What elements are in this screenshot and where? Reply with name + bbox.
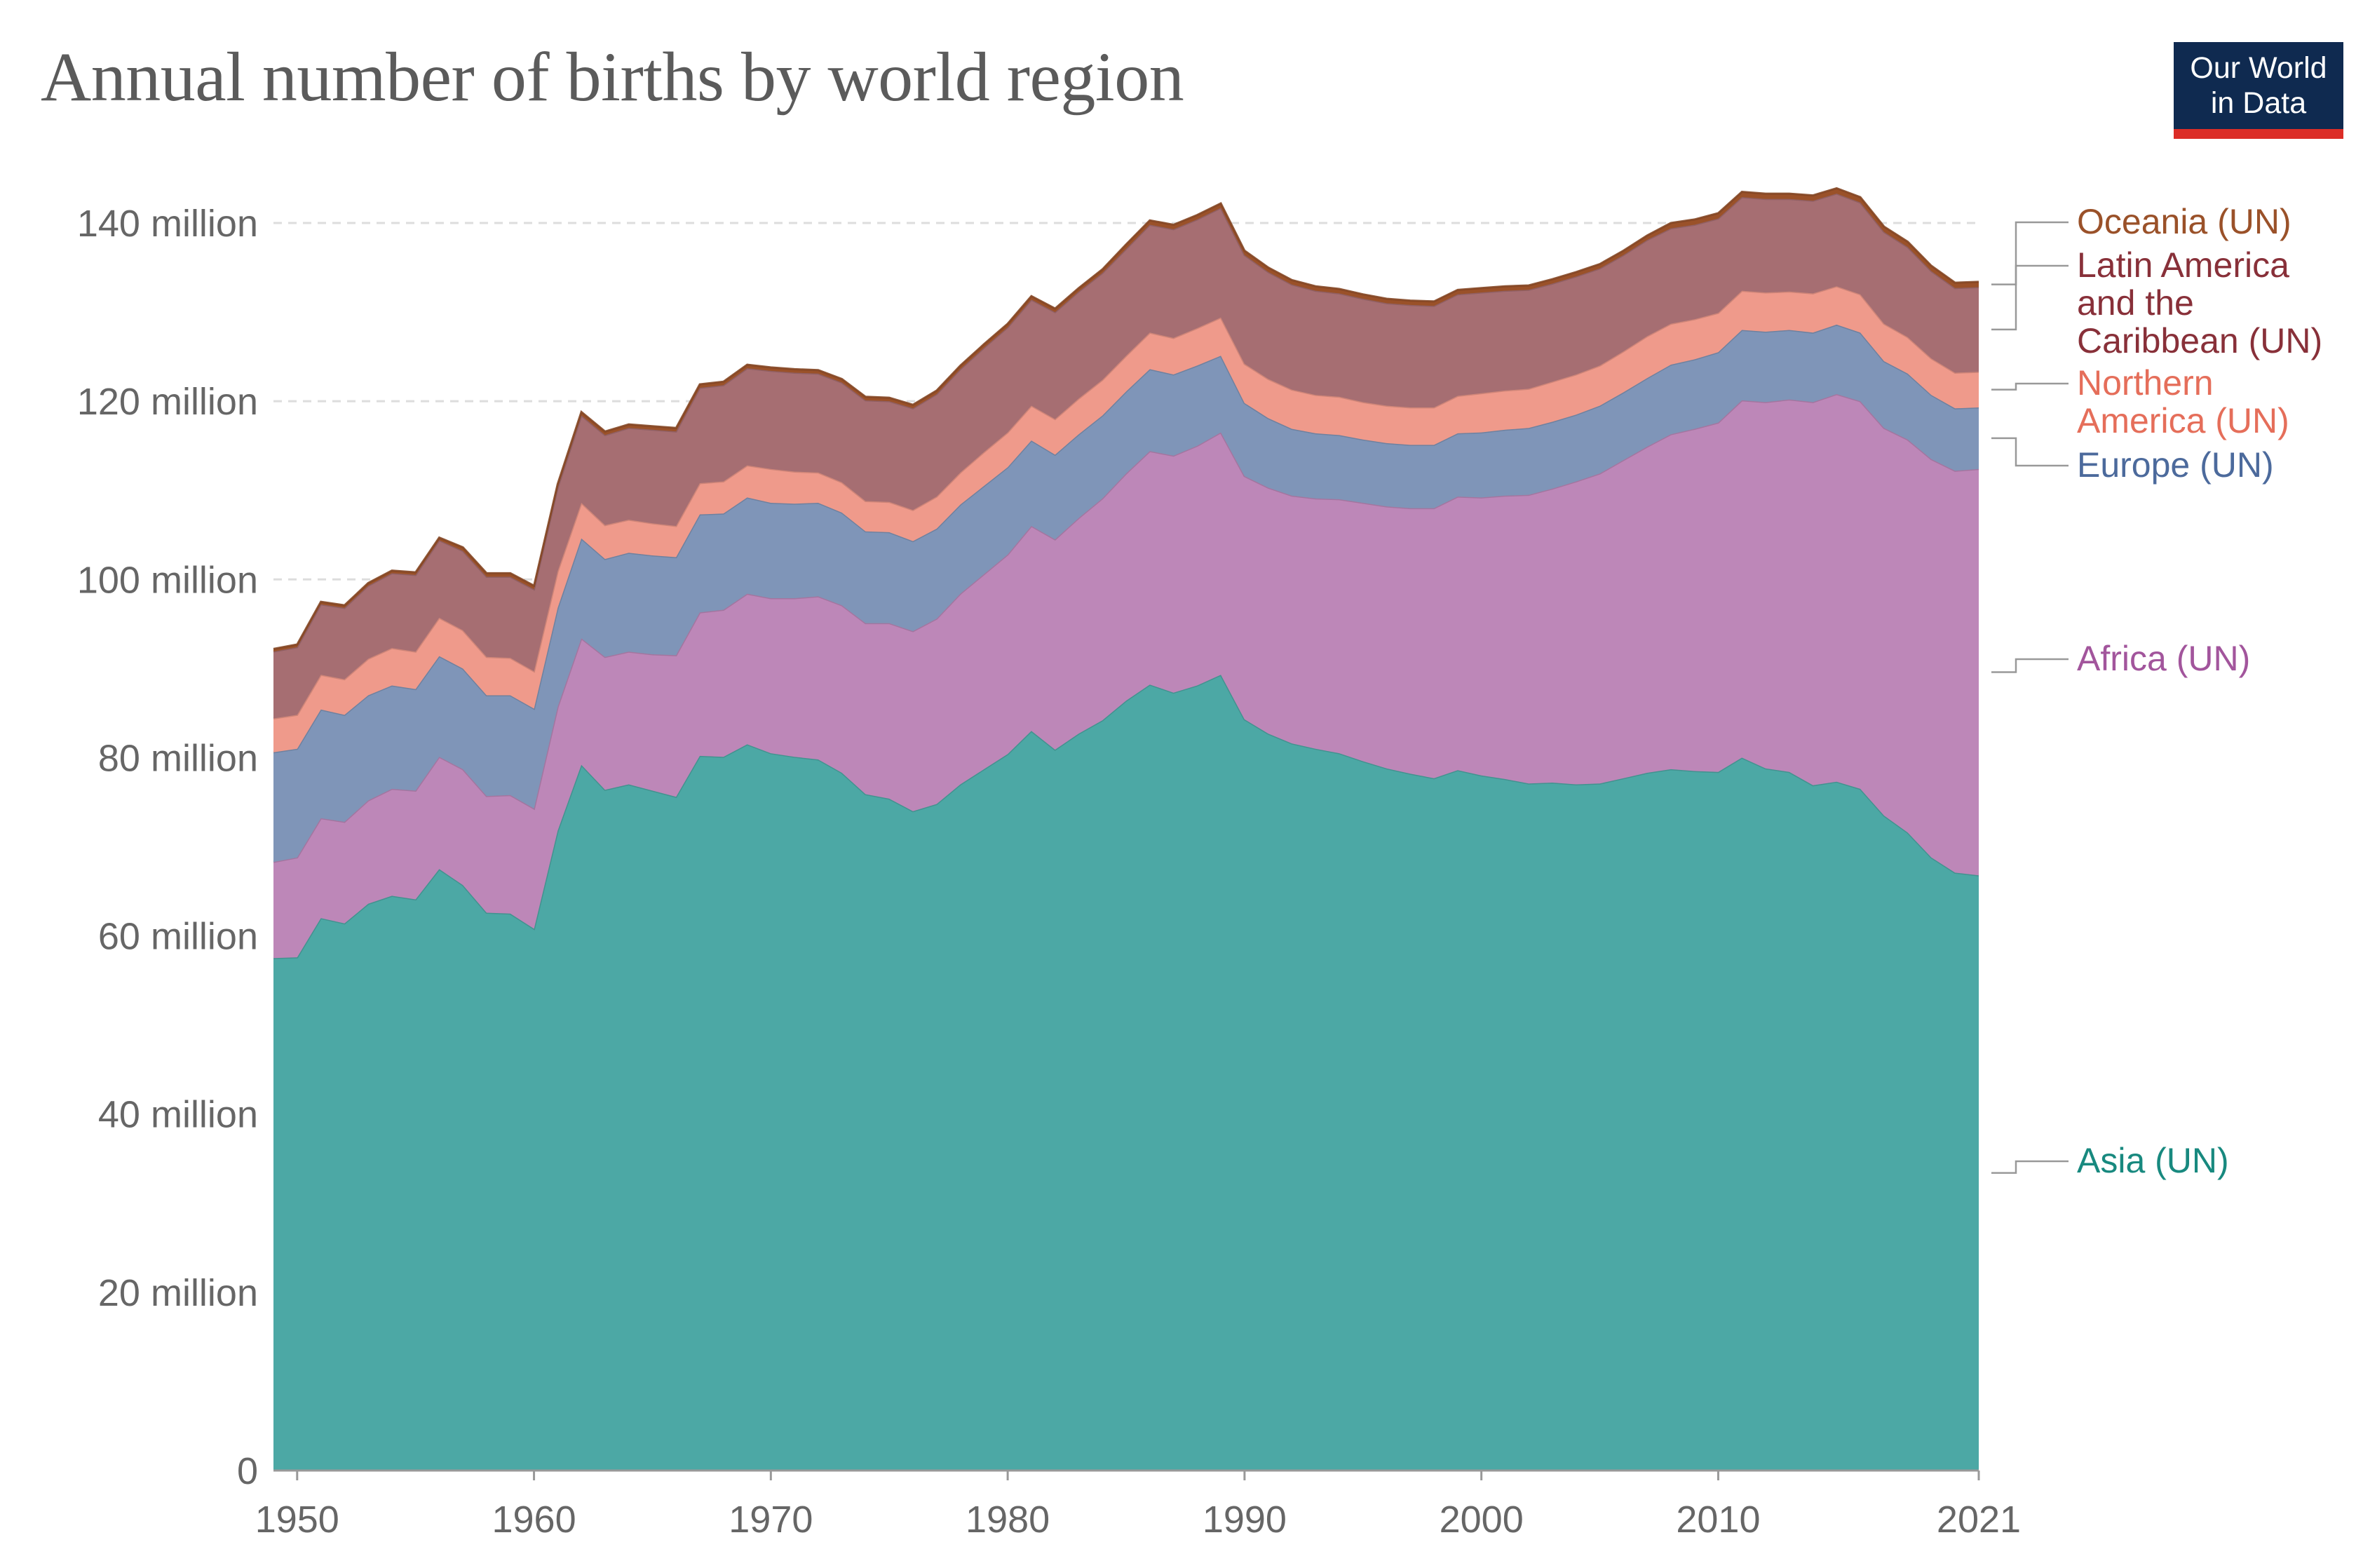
label-connector [1991, 221, 2069, 285]
series-label: Latin America and the Caribbean (UN) [2077, 245, 2322, 360]
y-tick-label: 120 million [77, 381, 258, 423]
label-connector [1991, 658, 2069, 673]
logo-line-2: in Data [2210, 86, 2307, 120]
area-series [273, 187, 1979, 1471]
area-latin-america-and-the-caribbean-un[interactable] [273, 194, 1979, 719]
x-tick-label: 2021 [1937, 1499, 2021, 1541]
y-tick-label: 100 million [77, 559, 258, 601]
x-tick-label: 1960 [492, 1499, 576, 1541]
axes: 0 20 million 40 million 60 million 80 millio… [77, 203, 2021, 1541]
series-label: Oceania (UN) [2077, 202, 2291, 241]
series-label: Asia (UN) [2077, 1141, 2229, 1180]
label-connector [1991, 1160, 2069, 1174]
label-connector [1991, 264, 2069, 331]
label-connector [1991, 437, 2069, 467]
x-tick-label: 2000 [1440, 1499, 1524, 1541]
y-tick-label: 40 million [98, 1094, 258, 1136]
label-connector [1991, 382, 2069, 391]
x-tick-label: 1990 [1203, 1499, 1287, 1541]
chart-title: Annual number of births by world region [41, 38, 1184, 116]
area-asia-un[interactable] [273, 675, 1979, 1471]
our-world-in-data-logo[interactable]: Our World in Data [2174, 42, 2343, 139]
logo-line-1: Our World [2190, 51, 2327, 85]
x-tick-label: 1950 [255, 1499, 339, 1541]
x-tick-label: 2010 [1676, 1499, 1760, 1541]
y-tick-label: 0 [237, 1450, 258, 1492]
area-europe-un[interactable] [273, 324, 1979, 863]
area-africa-un[interactable] [273, 394, 1979, 959]
x-tick-label: 1980 [966, 1499, 1050, 1541]
logo-accent-bar [2174, 129, 2343, 139]
y-tick-label: 20 million [98, 1272, 258, 1314]
y-tick-label: 140 million [77, 203, 258, 245]
series-labels: Oceania (UN) Latin America and the Caribbea… [1991, 202, 2322, 1180]
area-edge-line [273, 187, 1979, 650]
area-northern-america-un[interactable] [273, 286, 1979, 752]
y-tick-label: 60 million [98, 916, 258, 958]
series-label: Africa (UN) [2077, 639, 2250, 678]
series-label: Europe (UN) [2077, 445, 2274, 485]
y-tick-label: 80 million [98, 737, 258, 779]
x-tick-label: 1970 [729, 1499, 813, 1541]
series-label: Northern America (UN) [2077, 363, 2289, 440]
